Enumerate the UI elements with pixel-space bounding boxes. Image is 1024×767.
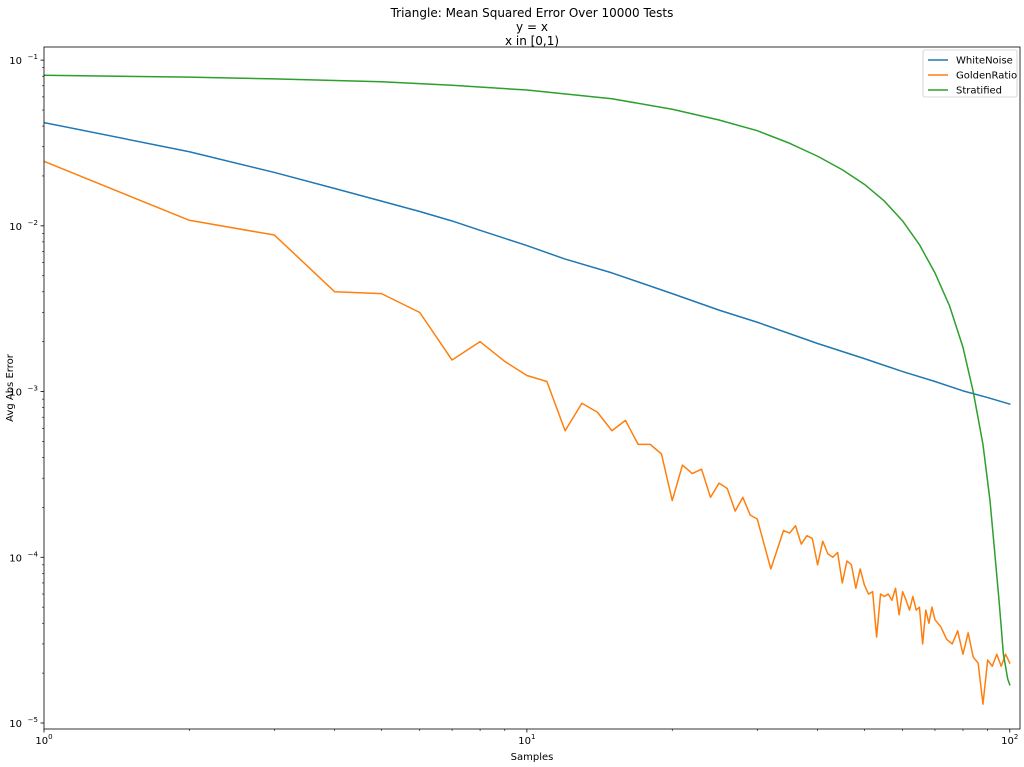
y-axis-label: Avg Abs Error (5, 353, 16, 422)
series-line-1 (44, 160, 1011, 705)
series-line-2 (44, 74, 1011, 686)
legend: WhiteNoise GoldenRatio Stratified (922, 49, 1018, 98)
plot-frame (43, 46, 1021, 730)
legend-label-1: GoldenRatio (956, 71, 1017, 82)
x-axis-label: Samples (511, 752, 554, 763)
series-layer (44, 74, 1011, 705)
legend-box (922, 49, 1018, 98)
chart-title-line-3: x in [0,1) (505, 34, 559, 48)
chart-title-line-2: y = x (516, 20, 548, 34)
legend-label-2: Stratified (956, 86, 1002, 97)
chart-title-line-1: Triangle: Mean Squared Error Over 10000 … (390, 6, 674, 20)
series-line-0 (44, 121, 1011, 406)
legend-label-0: WhiteNoise (956, 56, 1013, 67)
